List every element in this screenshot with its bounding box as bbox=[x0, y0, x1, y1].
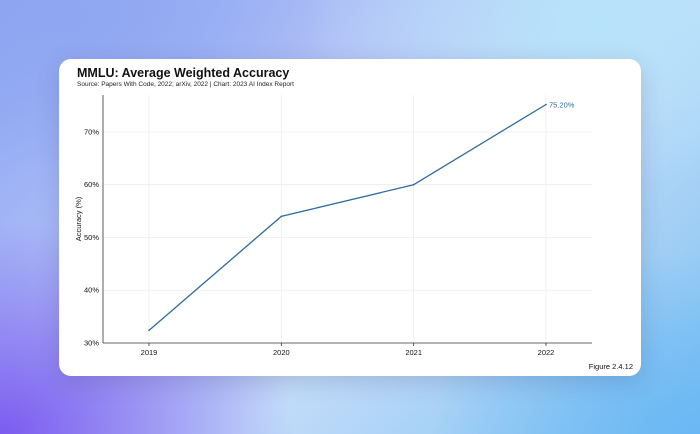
chart-subtitle: Source: Papers With Code, 2022; arXiv, 2… bbox=[77, 81, 294, 88]
x-tick-label: 2019 bbox=[141, 348, 158, 357]
data-point bbox=[412, 183, 415, 186]
x-tick-label: 2020 bbox=[273, 348, 290, 357]
chart-card: MMLU: Average Weighted Accuracy Source: … bbox=[59, 59, 641, 376]
data-label: 75.20% bbox=[549, 100, 575, 109]
line-chart: 30% 40% 50% 60% 70% 2019 2020 2021 2022 Accuracy … bbox=[74, 95, 592, 357]
y-axis-title: Accuracy (%) bbox=[74, 196, 83, 241]
chart-title: MMLU: Average Weighted Accuracy bbox=[77, 66, 290, 80]
y-tick-label: 70% bbox=[84, 127, 99, 136]
y-tick-label: 60% bbox=[84, 180, 99, 189]
data-point bbox=[280, 215, 283, 218]
x-tick-label: 2021 bbox=[405, 348, 422, 357]
series-line bbox=[148, 103, 547, 331]
y-tick-label: 50% bbox=[84, 233, 99, 242]
y-tick-label: 30% bbox=[84, 339, 99, 348]
figure-label: Figure 2.4.12 bbox=[588, 362, 633, 371]
data-point bbox=[545, 103, 547, 106]
x-tick-label: 2022 bbox=[538, 348, 555, 357]
data-point bbox=[148, 329, 150, 332]
y-tick-label: 40% bbox=[84, 286, 99, 295]
